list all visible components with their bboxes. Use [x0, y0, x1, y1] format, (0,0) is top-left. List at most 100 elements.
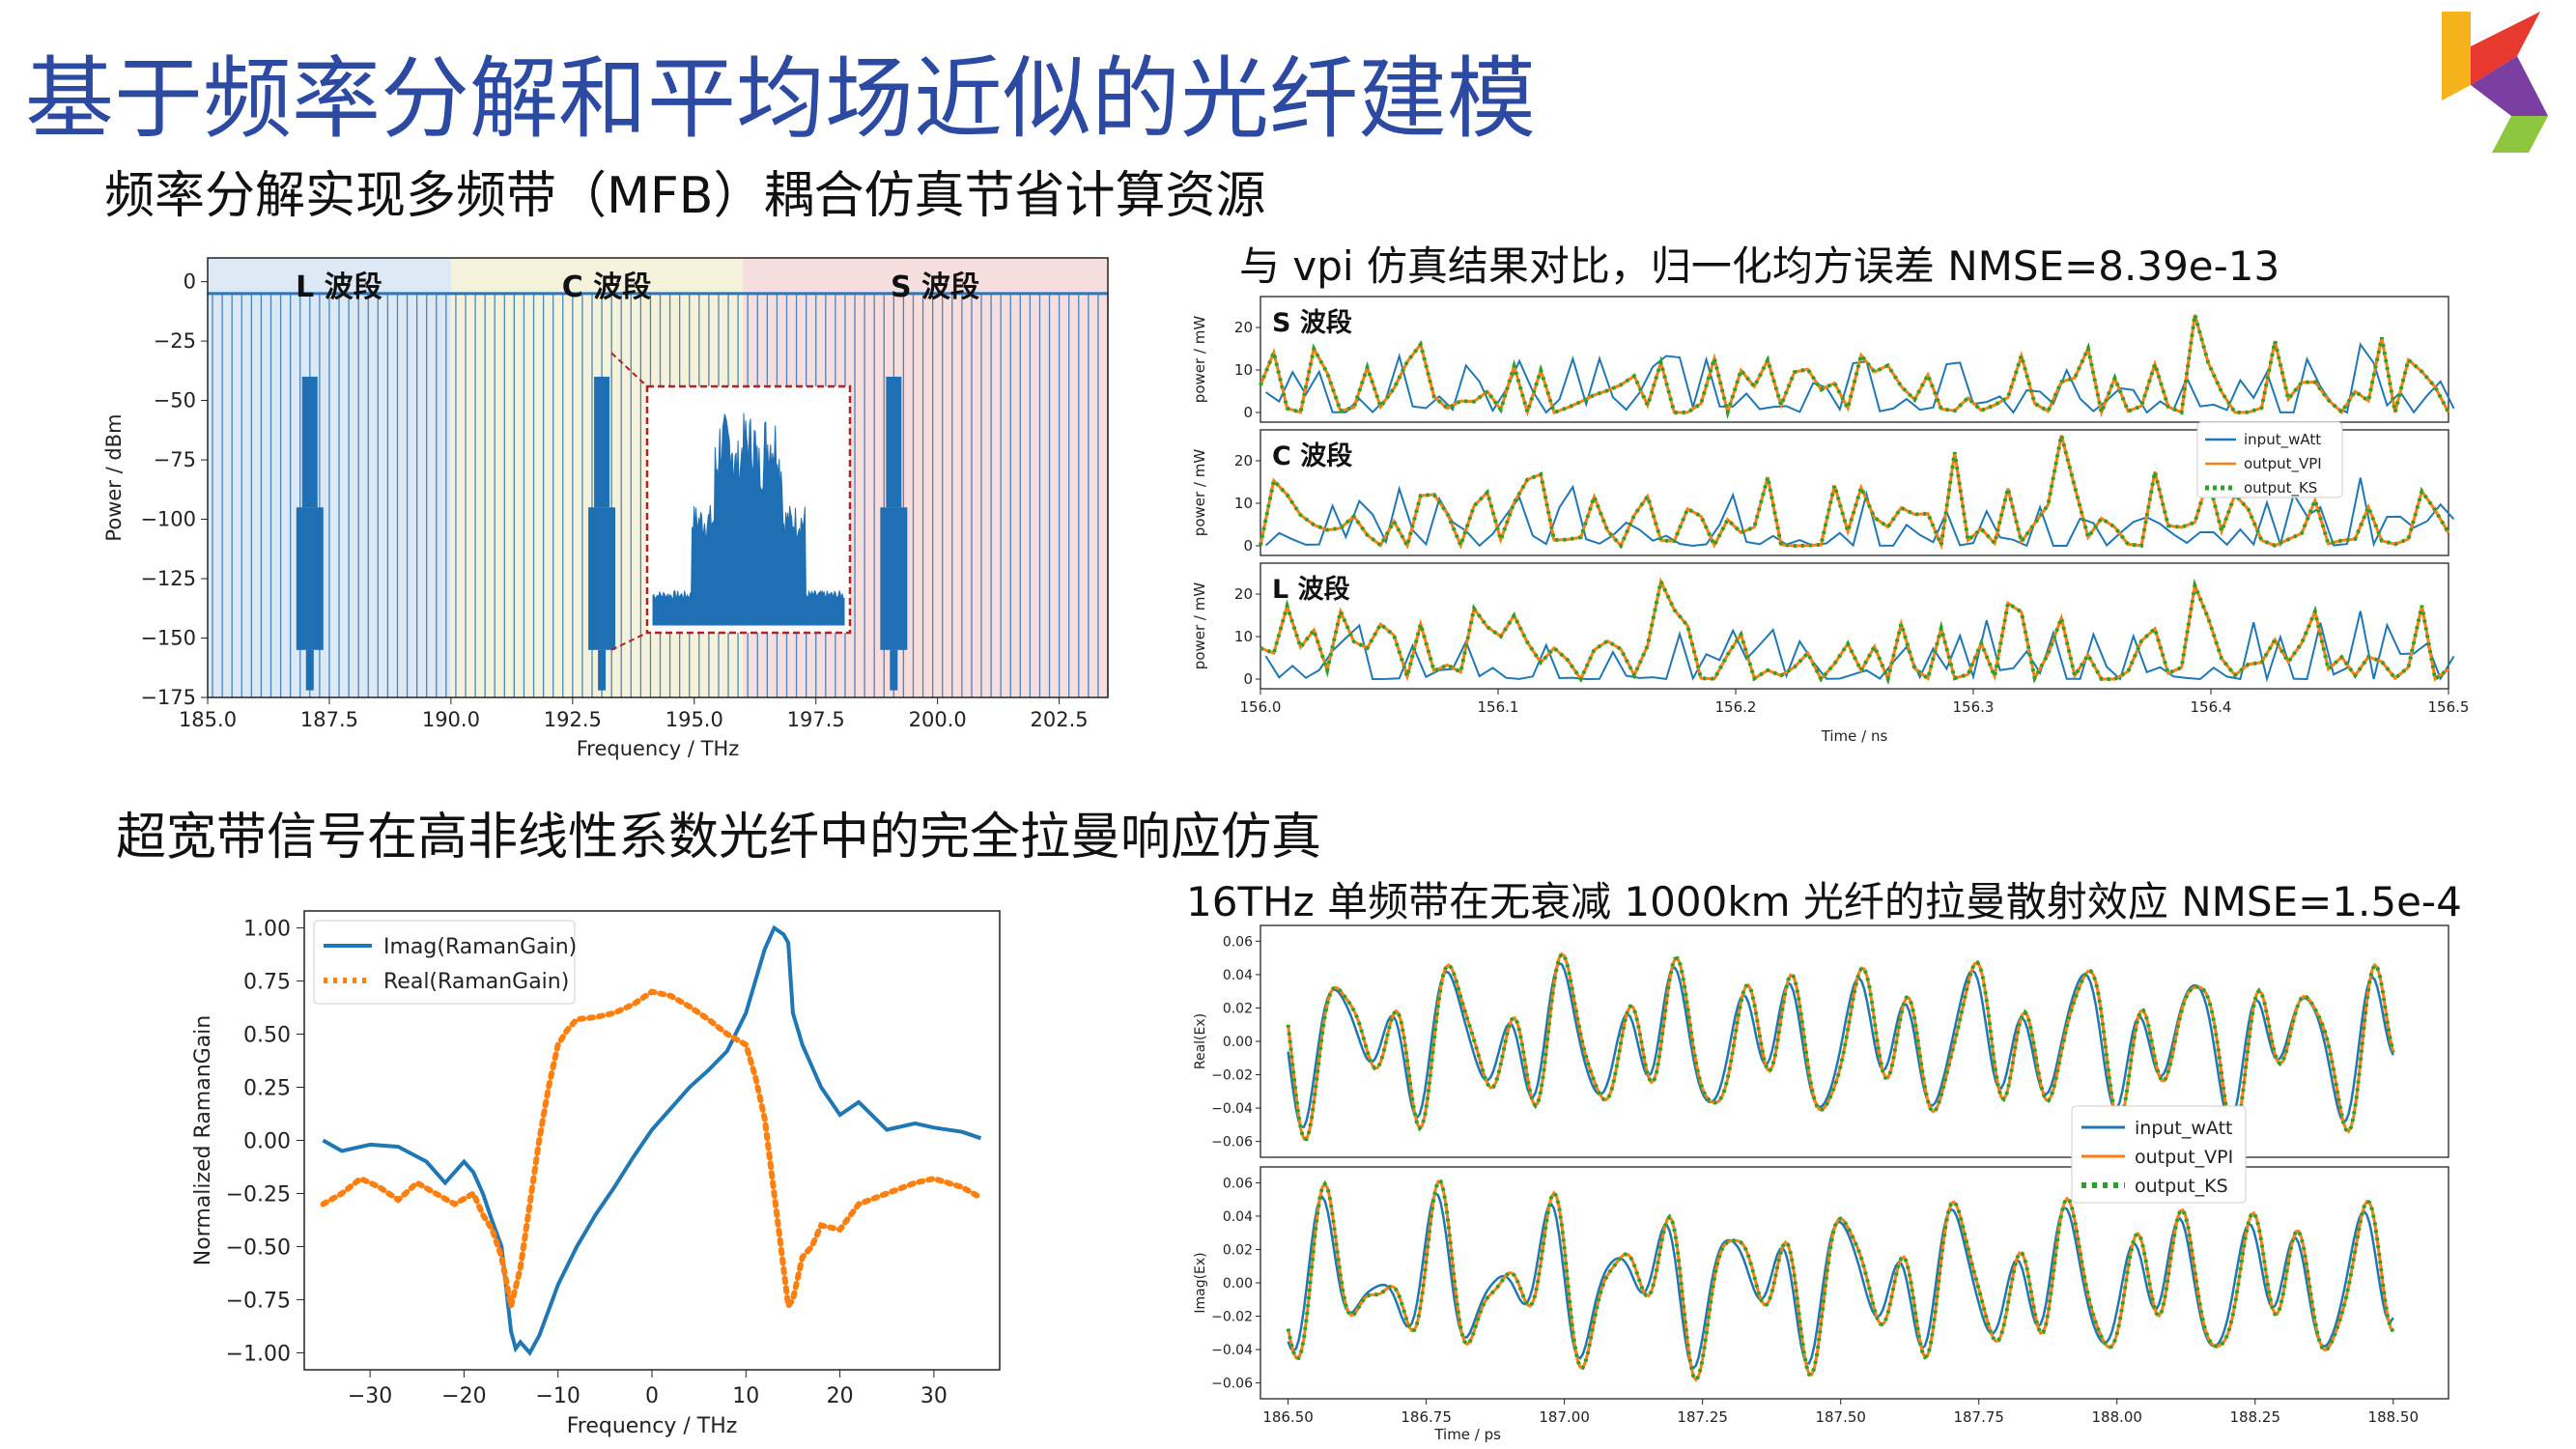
- legend-label-1: output_VPI: [2244, 455, 2322, 473]
- x-tick-label: 156.5: [2428, 698, 2470, 716]
- x-tick-label: 188.00: [2091, 1408, 2142, 1426]
- panel-label-2: L 波段: [1272, 575, 1350, 605]
- x-tick-label: 188.50: [2368, 1408, 2420, 1426]
- y-tick-label: 0.00: [1223, 1276, 1253, 1292]
- y-tick-label: 0.06: [1223, 1176, 1253, 1191]
- inset-connector-top: [610, 352, 648, 387]
- peak-tail-2: [890, 649, 898, 691]
- peak-lower-1: [588, 507, 616, 650]
- x-tick-label: 187.25: [1677, 1408, 1728, 1426]
- y-tick-label: −0.25: [226, 1182, 291, 1207]
- x-axis-label: Time / ps: [1433, 1426, 1501, 1443]
- y-axis-label-0: Real(Ex): [1193, 1013, 1208, 1069]
- y-tick-label: −0.04: [1211, 1343, 1253, 1358]
- y-tick-label: 0.75: [243, 971, 291, 995]
- inset-spectrum: [652, 412, 845, 626]
- y-tick-label: −1.00: [226, 1342, 291, 1366]
- y-axis-label-2: power / mW: [1191, 582, 1208, 670]
- y-tick-label: −0.02: [1211, 1310, 1253, 1325]
- y-tick-label: 0.50: [243, 1024, 291, 1048]
- legend-label-2: output_KS: [2244, 479, 2317, 497]
- series-imag: [322, 924, 982, 1356]
- caption-vpi-compare: 与 vpi 仿真结果对比，归一化均方误差 NMSE=8.39e-13: [1239, 242, 2280, 290]
- y-tick-label: −0.75: [226, 1289, 291, 1313]
- x-tick-label: 156.0: [1240, 698, 1282, 716]
- panel-frame-1: [1260, 1166, 2449, 1400]
- x-tick-label: 0: [645, 1384, 659, 1408]
- y-tick-label: 0: [1243, 404, 1253, 421]
- series-ks-0: [1286, 951, 2395, 1142]
- series-ks-0: [1259, 314, 2450, 420]
- legend-box: [2196, 421, 2343, 498]
- y-axis-label-1: Imag(Ex): [1193, 1252, 1208, 1313]
- x-tick-label: −20: [441, 1384, 486, 1408]
- plot-frame: [207, 257, 1109, 698]
- x-tick-label: 192.5: [544, 708, 602, 731]
- y-tick-label: 10: [1234, 628, 1253, 645]
- raman-gain-chart: −30 −20 −10 0 10 20 30 1.00 0.75 0.50 0.25 0.00 −0.2…: [191, 910, 1001, 1438]
- series-ks-2: [1260, 575, 2450, 686]
- legend-label-real: Real(RamanGain): [383, 970, 569, 994]
- caption-raman-scatter: 16THz 单频带在无衰减 1000km 光纤的拉曼散射效应 NMSE=1.5e…: [1186, 878, 2462, 925]
- y-tick-label: 0.02: [1223, 1001, 1253, 1016]
- spectrum-chart: L 波段 C 波段 S 波段 185.0 187.5 190.0 192.5 195.0 197…: [102, 257, 1109, 760]
- x-tick-label: 187.50: [1815, 1408, 1866, 1426]
- y-tick-label: −0.06: [1211, 1135, 1253, 1151]
- y-tick-label: −125: [140, 567, 196, 590]
- peak-upper-1: [594, 376, 610, 508]
- y-axis-label: Normalized RamanGain: [191, 1015, 215, 1265]
- y-tick-label: 20: [1234, 319, 1253, 336]
- y-tick-label: −150: [140, 627, 196, 650]
- x-axis-label: Time / ns: [1821, 727, 1888, 745]
- series-ks-1: [1286, 1179, 2395, 1383]
- legend-box: [313, 920, 576, 1005]
- y-tick-label: 0.00: [1223, 1035, 1253, 1050]
- x-tick-label: 156.2: [1715, 698, 1757, 716]
- peak-upper-0: [301, 376, 318, 508]
- x-tick-label: 190.0: [422, 708, 480, 731]
- band-label-0: L 波段: [296, 270, 382, 304]
- inset-connector-bottom: [610, 632, 648, 651]
- x-tick-label: 187.5: [300, 708, 358, 731]
- band-label-2: S 波段: [891, 270, 979, 304]
- x-tick-label: 185.0: [179, 708, 237, 731]
- x-axis-label: Frequency / THz: [567, 1414, 738, 1438]
- peak-tail-0: [305, 649, 314, 691]
- x-tick-label: 186.75: [1401, 1408, 1452, 1426]
- logo-icon: [2442, 12, 2548, 153]
- y-tick-label: −0.02: [1211, 1068, 1253, 1084]
- y-tick-label: 0: [1243, 537, 1253, 554]
- x-tick-label: 156.1: [1478, 698, 1519, 716]
- x-tick-label: 156.3: [1953, 698, 1995, 716]
- series-input-0: [1287, 961, 2394, 1129]
- x-tick-label: 186.50: [1262, 1408, 1314, 1426]
- y-tick-label: 1.00: [243, 918, 291, 942]
- x-tick-label: 197.5: [787, 708, 845, 731]
- series-vpi-1: [1259, 435, 2450, 551]
- y-tick-label: 10: [1234, 495, 1253, 512]
- y-tick-label: 0.06: [1223, 934, 1253, 950]
- page-title: 基于频率分解和平均场近似的光纤建模: [25, 47, 1537, 151]
- panel-frame-0: [1260, 924, 2449, 1158]
- y-axis-label: Power / dBm: [102, 413, 126, 541]
- y-tick-label: −75: [154, 448, 196, 471]
- x-tick-label: 195.0: [665, 708, 723, 731]
- x-tick-label: −30: [348, 1384, 392, 1408]
- y-tick-label: −0.06: [1211, 1377, 1253, 1392]
- x-tick-label: 188.25: [2230, 1408, 2281, 1426]
- y-tick-label: −50: [154, 389, 196, 412]
- peak-upper-2: [886, 376, 902, 508]
- x-tick-label: 202.5: [1031, 708, 1089, 731]
- y-tick-label: 0.25: [243, 1077, 291, 1101]
- panel-label-1: C 波段: [1272, 441, 1352, 471]
- panel-label-0: S 波段: [1272, 308, 1352, 338]
- x-axis-label: Frequency / THz: [577, 737, 740, 760]
- legend-label-2: output_KS: [2135, 1176, 2228, 1197]
- y-tick-label: 0.04: [1223, 968, 1253, 983]
- y-tick-label: 0.02: [1223, 1242, 1253, 1258]
- section-heading-raman: 超宽带信号在高非线性系数光纤中的完全拉曼响应仿真: [116, 809, 1322, 867]
- peak-tail-1: [598, 649, 607, 691]
- y-tick-label: 0: [184, 270, 196, 294]
- series-input-2: [1264, 611, 2455, 683]
- x-tick-label: −10: [535, 1384, 580, 1408]
